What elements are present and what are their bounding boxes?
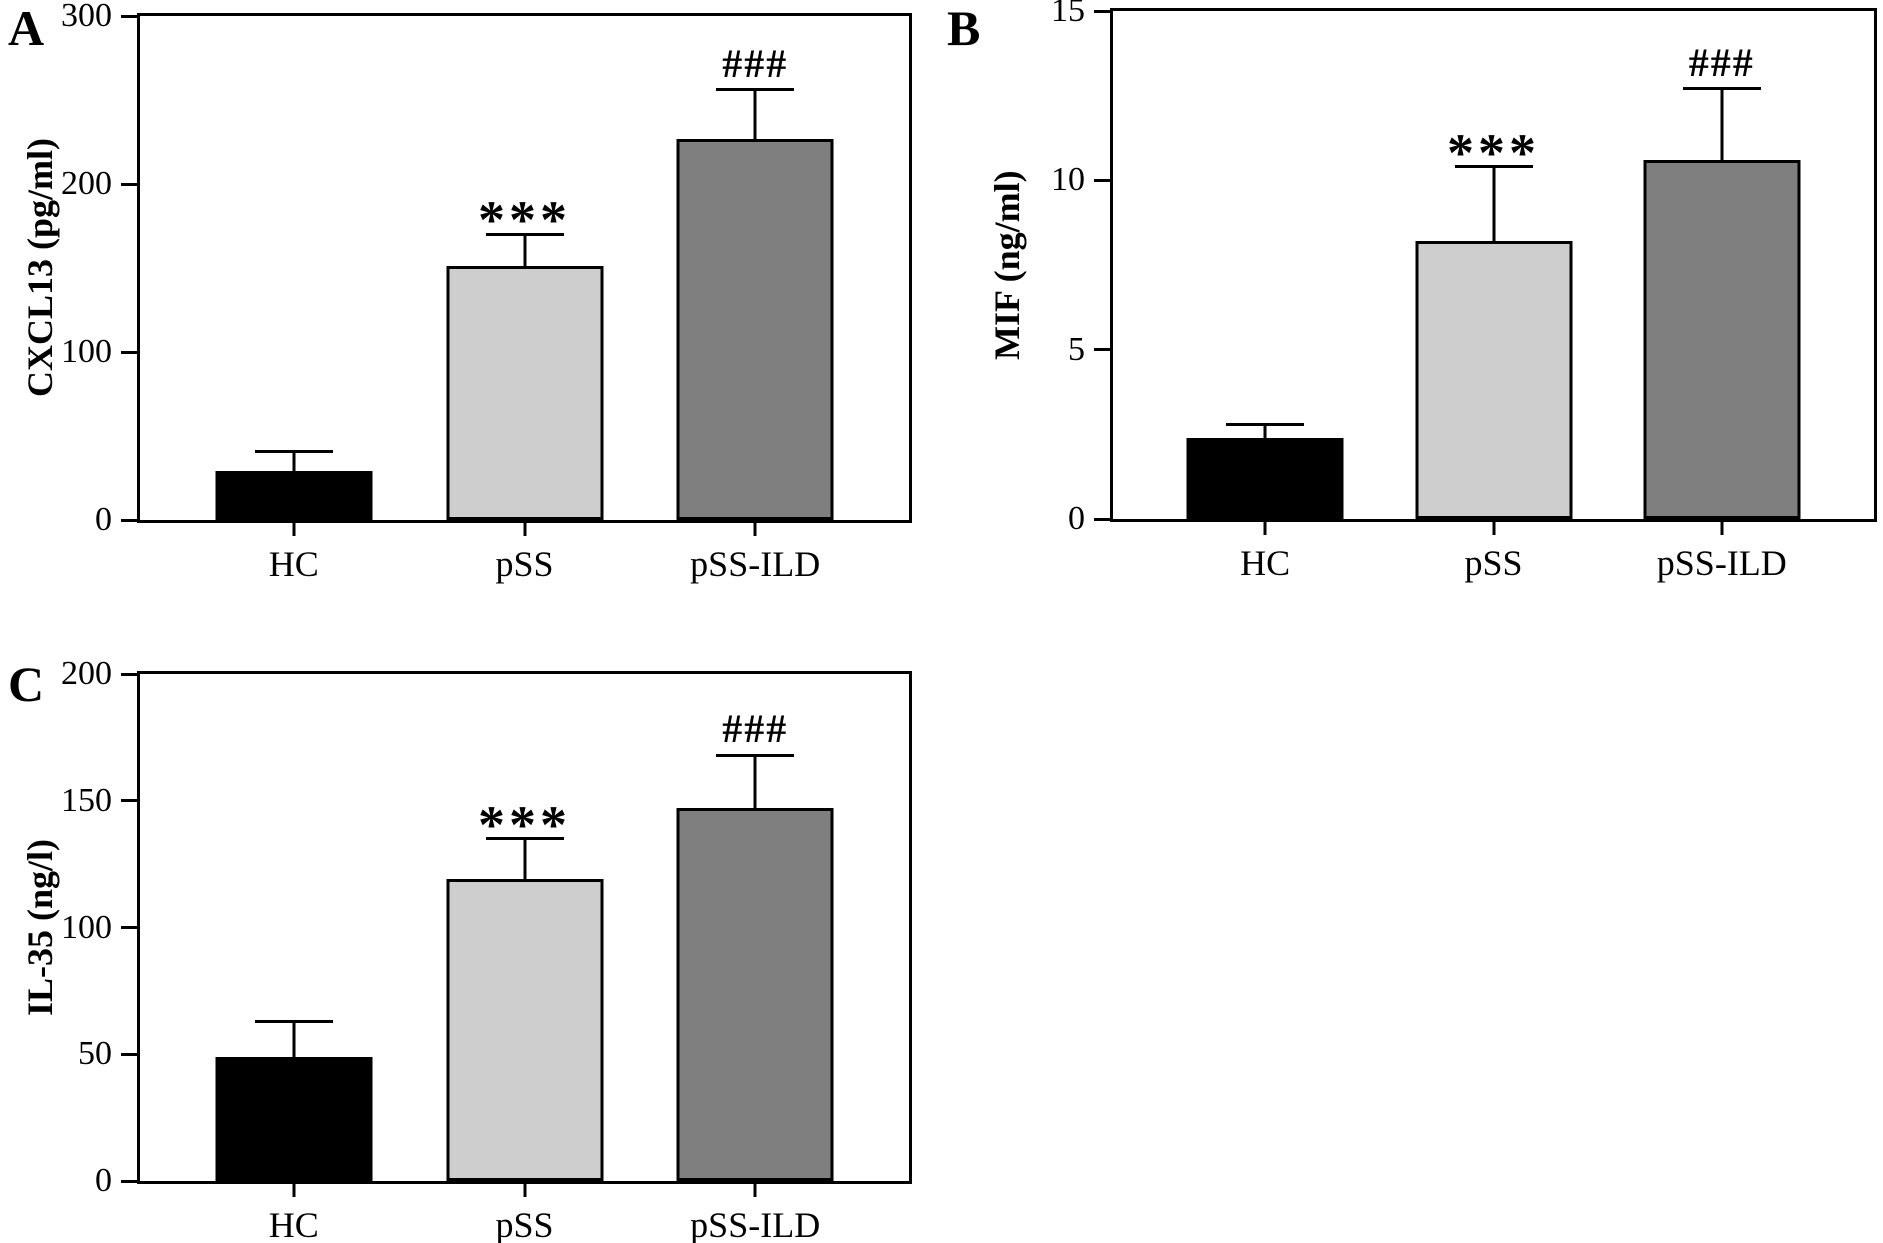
y-tick-label: 5 [1068,330,1085,368]
bar-pss-ild [676,138,834,520]
x-category-label: HC [268,1205,319,1243]
panel-C: C IL-35 (ng/l) 0 50 100 150 200 HC *** pSS ### pS… [8,657,912,1243]
error-bar-cap [716,88,795,92]
y-tick-label: 200 [61,165,112,202]
error-bar-cap [1682,87,1761,91]
y-tick-mark [121,926,137,929]
y-tick-mark [121,14,137,18]
x-category-label: HC [268,544,319,584]
error-bar-cap [485,837,564,841]
x-tick-mark [292,1184,296,1197]
bar-pss [446,266,603,520]
y-tick-mark [121,1179,137,1183]
y-axis-title-A: CXCL13 (pg/ml) [20,138,60,398]
bar-pss-ild [676,808,834,1181]
error-bar-stem [523,838,526,882]
error-bar-stem [523,234,526,269]
y-tick-mark [121,518,137,522]
bar-pss-ild [1643,160,1801,519]
y-tick-mark [1094,9,1110,13]
error-bar-stem [292,1021,296,1059]
significance-stars: *** [478,190,571,251]
y-tick-label: 0 [95,1162,112,1199]
y-tick-label: 150 [61,781,112,819]
significance-stars: *** [478,794,571,855]
x-category-label: pSS-ILD [690,544,821,584]
y-tick-mark [1094,517,1110,521]
y-tick-mark [121,672,137,676]
x-category-label: HC [1240,543,1291,583]
bar-hc [215,471,373,520]
y-tick-label: 15 [1051,0,1085,29]
y-tick-mark [121,350,137,354]
y-tick-mark [121,182,137,186]
x-tick-mark [753,523,757,536]
x-tick-mark [292,523,296,536]
bar-pss [446,879,603,1181]
bar-pss [1415,241,1572,519]
error-bar-cap [1226,422,1305,426]
y-tick-label: 10 [1051,161,1085,199]
error-bar-cap [254,1019,333,1023]
x-tick-mark [753,1184,757,1197]
y-tick-label: 100 [61,333,112,370]
plot-area-B: 0 5 10 15 HC *** pSS ### pSS-ILD [1051,0,1877,581]
error-bar-stem [1263,424,1267,440]
y-tick-label: 0 [95,501,112,538]
x-tick-mark [1492,522,1495,535]
x-category-label: pSS [495,1205,554,1243]
significance-hashes: ### [722,40,789,86]
error-bar-stem [753,755,757,811]
panel-letter-B: B [947,0,981,56]
y-tick-mark [121,799,137,803]
panel-A: A CXCL13 (pg/ml) 0 100 200 300 HC *** pSS ### pS… [8,0,912,582]
plot-area-A: 0 100 200 300 HC *** pSS ### pSS-ILD [61,0,912,582]
significance-hashes: ### [722,706,789,752]
x-tick-mark [1263,522,1267,535]
y-tick-label: 50 [78,1035,112,1073]
bar-hc [1186,437,1344,519]
panel-letter-C: C [8,656,45,712]
error-bar-cap [716,753,795,757]
y-tick-label: 0 [1068,500,1085,537]
error-bar-cap [485,232,564,236]
error-bar-cap [1454,165,1533,169]
panel-B: B MIF (ng/ml) 0 5 10 15 HC *** pSS ### pSS-ILD [947,0,1877,581]
y-tick-label: 200 [61,655,112,692]
y-axis-title-B: MIF (ng/ml) [987,170,1027,360]
y-tick-label: 100 [61,908,112,946]
y-tick-mark [1094,178,1110,182]
x-category-label: pSS-ILD [690,1205,821,1243]
y-tick-mark [121,1052,137,1056]
error-bar-stem [1720,88,1724,163]
y-tick-mark [1094,348,1110,352]
x-category-label: pSS-ILD [1656,543,1787,583]
significance-stars: *** [1447,122,1540,183]
significance-hashes: ### [1688,39,1755,85]
bar-hc [215,1056,373,1181]
x-tick-mark [523,523,526,536]
x-tick-mark [1720,522,1724,535]
plot-area-C: 0 50 100 150 200 HC *** pSS ### pSS-ILD [61,657,912,1243]
error-bar-cap [254,449,333,453]
panel-letter-A: A [8,0,45,56]
x-tick-mark [523,1184,526,1197]
error-bar-stem [292,451,296,474]
error-bar-stem [1492,166,1495,244]
x-category-label: pSS [495,544,554,584]
error-bar-stem [753,89,757,141]
x-category-label: pSS [1464,543,1523,583]
y-tick-label: 300 [61,0,112,34]
